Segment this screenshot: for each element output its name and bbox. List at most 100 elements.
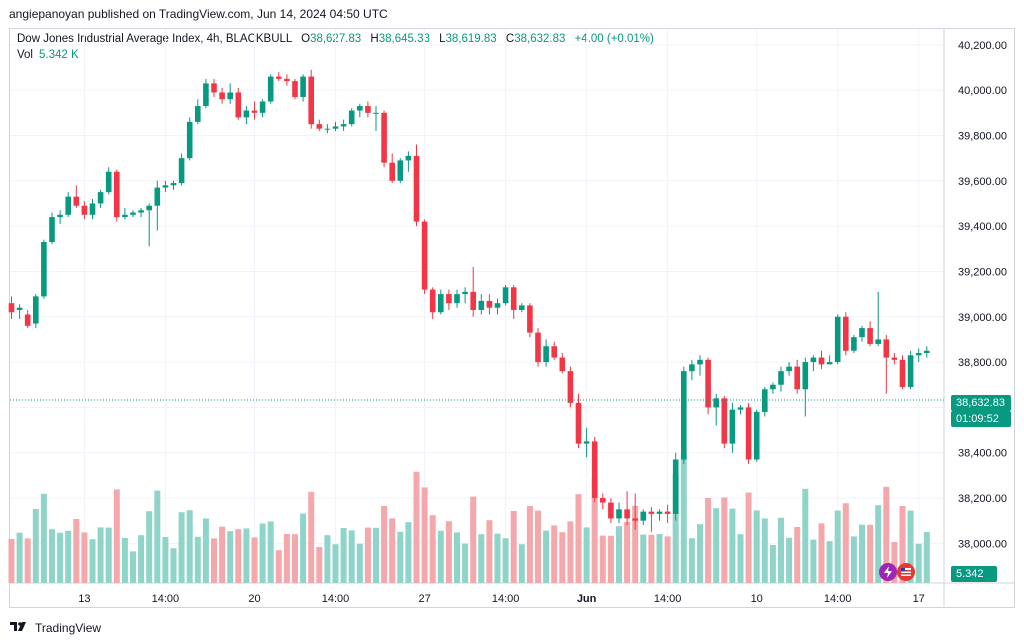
x-tick-label: 13 [78,593,90,605]
x-tick-label: Jun [577,593,597,605]
volume-bar [616,526,622,583]
candle-body [851,337,857,351]
candle-body [834,316,841,363]
candle-body [510,287,517,310]
symbol-title[interactable]: Dow Jones Industrial Average Index, 4h, … [17,33,292,45]
x-tick-label: 27 [418,593,430,605]
volume-bar [575,494,582,583]
candle-body [462,291,468,295]
volume-bar [753,510,760,583]
chart-frame [9,28,1015,608]
y-tick-label: 39,000.00 [958,312,1007,324]
volume-bar [251,537,258,583]
candle-body [57,214,63,218]
volume-bar [373,527,379,583]
candle-body [33,296,39,324]
candle-body [324,128,331,130]
candle-body [24,314,31,326]
volume-bar [454,532,460,583]
x-tick-label: 14:00 [492,593,520,605]
volume-bar [470,496,477,583]
volume-bar [89,539,96,583]
candle-body [632,518,638,521]
volume-bar [859,524,865,583]
volume-bar [413,471,420,583]
candle-body [745,407,752,460]
volume-bar [300,513,307,583]
x-tick-label: 14:00 [654,593,682,605]
volume-bar [186,510,193,583]
lightning-icon[interactable] [879,563,897,581]
candle-body [907,355,914,388]
candle-body [616,509,622,519]
candle-body [300,76,306,97]
candle-body [365,106,371,113]
candle-body [114,171,120,218]
candle-body [454,294,460,304]
candle-body [397,160,404,181]
candle-body [154,187,161,206]
volume-bar [194,536,201,583]
volume-bar [543,530,550,583]
candle-body [729,409,736,444]
candle-body [73,196,80,206]
volume-bar [81,532,88,583]
candle-body [65,196,71,215]
volume-tag: 5.342 K [951,566,997,596]
y-tick-label: 38,800.00 [958,357,1007,369]
volume-bar [57,532,64,583]
volume-bar [559,532,566,583]
low-label: L [439,33,446,45]
volume-label[interactable]: Vol [17,49,33,61]
volume-bar [478,534,485,583]
volume-bar [49,529,55,583]
candle-body [527,305,533,333]
volume-bar [535,510,541,583]
candle-body [470,291,476,310]
candle-body [672,459,679,514]
volume-bar [907,510,914,583]
candle-body [778,371,784,385]
volume-bar [518,544,525,583]
volume-bar [73,519,80,583]
tradingview-logo-icon [9,620,29,635]
x-tick-label: 17 [913,593,925,605]
candle-body [713,398,719,408]
volume-bar [761,518,768,583]
candle-body [867,328,873,344]
volume-bar [664,536,671,583]
candle-body [49,217,55,242]
volume-bar [818,523,825,583]
volume-bar [769,545,776,583]
volume-bar [16,532,23,583]
volume-bar [275,550,282,583]
candle-body [219,92,225,100]
volume-bar [915,543,922,583]
candle-body [348,110,355,125]
candle-body [543,346,549,363]
high-value: 38,645.33 [378,33,430,45]
flag-icon[interactable] [897,563,915,581]
volume-bar [97,527,104,583]
volume-bar [867,524,874,583]
candle-body [770,384,776,390]
footer-brand[interactable]: TradingView [35,620,102,635]
candle-body [235,92,242,118]
volume-bar [810,539,817,583]
candle-body [267,76,274,102]
candle-body [859,328,865,338]
close-value: 38,632.83 [514,33,566,45]
volume-bar [842,503,849,583]
volume-bar [178,512,185,583]
volume-bar [243,528,250,583]
volume-bar [891,542,898,583]
volume-bar [138,535,145,583]
countdown-tag: 01:09:52 [951,411,1011,427]
volume-bar [235,529,242,583]
candle-body [170,183,177,186]
candle-body [648,511,655,514]
volume-bar [494,533,501,583]
candle-body [405,155,412,161]
volume-bar [899,506,906,583]
